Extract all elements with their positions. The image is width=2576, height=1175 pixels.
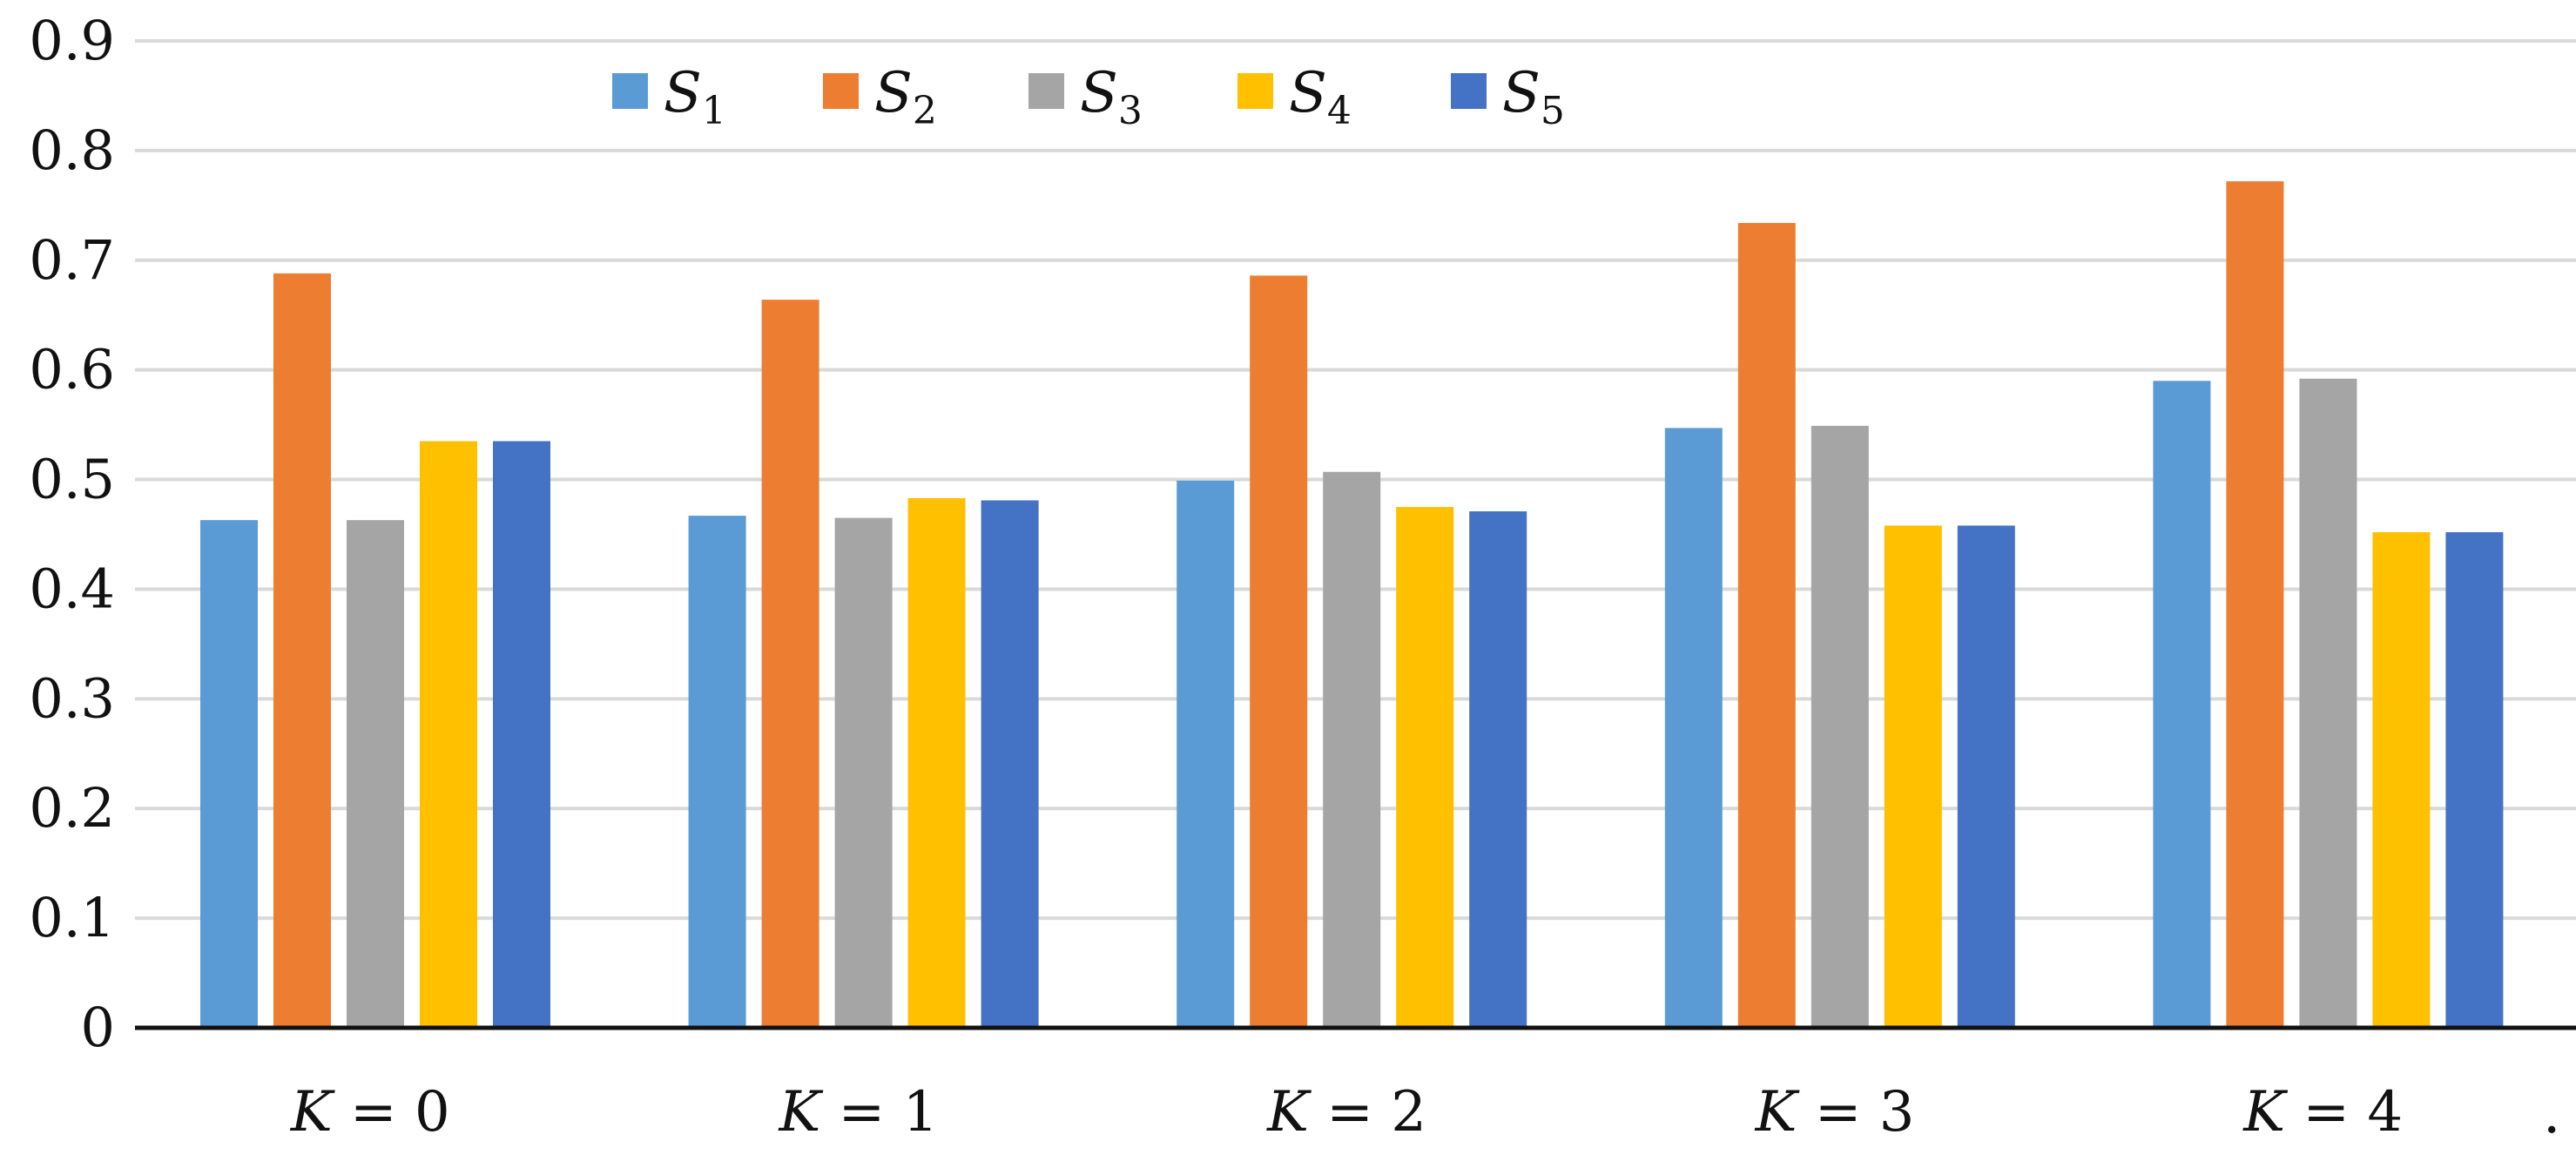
legend-series-name: S [1080, 61, 1118, 125]
y-tick-label: 0.6 [29, 338, 115, 402]
legend-label-s5: S5 [1502, 61, 1565, 133]
bars [200, 181, 2504, 1029]
category-equals: = [1309, 1080, 1391, 1145]
category-variable: K [778, 1080, 823, 1145]
y-tick-label: 0.7 [29, 228, 115, 292]
y-tick-labels: 0 0.1 0.2 0.3 0.4 0.5 0.6 0.7 0.8 0.9 [29, 9, 115, 1059]
bar-s4-k2 [1396, 507, 1454, 1028]
legend-swatch-s5 [1449, 71, 1488, 111]
bar-s4-k0 [420, 441, 477, 1028]
bar-s4-k4 [2372, 531, 2431, 1028]
bar-s3-k3 [1811, 425, 1869, 1028]
legend-label-s1: S1 [664, 61, 726, 133]
category-value: 2 [1391, 1080, 1426, 1145]
y-tick-label: 0 [81, 996, 115, 1059]
legend-swatch-s4 [1236, 71, 1275, 111]
y-tick-label: 0.8 [29, 118, 115, 182]
category-variable: K [290, 1080, 335, 1145]
y-tick-label: 0.3 [29, 666, 115, 730]
category-variable: K [2242, 1080, 2288, 1145]
category-equals: = [2285, 1080, 2367, 1145]
legend-series-subscript: 2 [913, 89, 937, 133]
category-label: K = 2 [1266, 1080, 1426, 1145]
bar-s1-k3 [1664, 428, 1723, 1028]
bar-s1-k2 [1177, 480, 1235, 1028]
trailing-period: . [2543, 1082, 2560, 1146]
legend-series-subscript: 4 [1327, 89, 1352, 133]
bar-s5-k3 [1957, 525, 2015, 1028]
category-label: K = 3 [1755, 1080, 1915, 1145]
y-tick-label: 0.5 [29, 448, 115, 511]
legend-swatch-s2 [821, 71, 860, 111]
category-value: 1 [903, 1080, 939, 1145]
category-value: 3 [1879, 1080, 1915, 1145]
category-equals: = [333, 1080, 415, 1145]
bar-s5-k4 [2445, 531, 2504, 1028]
category-label: K = 1 [778, 1080, 938, 1145]
bar-s1-k0 [200, 520, 258, 1028]
category-equals: = [820, 1080, 902, 1145]
legend-label-s3: S3 [1080, 61, 1143, 133]
category-label: K = 4 [2242, 1080, 2403, 1145]
bar-s5-k1 [981, 500, 1039, 1028]
legend-series-subscript: 3 [1118, 89, 1143, 133]
bar-s2-k2 [1250, 275, 1308, 1028]
legend-series-name: S [1289, 61, 1327, 125]
legend-label-s2: S2 [874, 61, 937, 133]
y-tick-label: 0.4 [29, 557, 115, 620]
category-equals: = [1797, 1080, 1878, 1145]
category-label: K = 0 [290, 1080, 450, 1145]
y-tick-label: 0.1 [29, 886, 115, 949]
legend-series-subscript: 1 [702, 89, 726, 133]
bar-s5-k0 [493, 441, 550, 1028]
legend-swatch-s1 [610, 71, 650, 111]
category-value: 4 [2367, 1080, 2403, 1145]
bar-s4-k1 [907, 497, 966, 1028]
legend-series-subscript: 5 [1541, 89, 1565, 133]
bar-s5-k2 [1469, 511, 1527, 1028]
bar-s4-k3 [1884, 525, 1942, 1028]
bar-s1-k1 [688, 516, 746, 1028]
y-tick-label: 0.2 [29, 776, 115, 840]
legend-series-name: S [1502, 61, 1541, 125]
bar-s2-k1 [761, 300, 819, 1028]
category-value: 0 [415, 1080, 450, 1145]
bar-s2-k4 [2226, 181, 2284, 1029]
bar-s3-k0 [347, 520, 404, 1028]
legend: S1 S2 S3 S4 S5 [610, 61, 1565, 133]
bar-s1-k4 [2153, 381, 2211, 1028]
y-tick-label: 0.9 [29, 9, 115, 72]
legend-series-name: S [874, 61, 913, 125]
category-variable: K [1755, 1080, 1800, 1145]
legend-label-s4: S4 [1289, 61, 1352, 133]
legend-series-name: S [664, 61, 702, 125]
bar-s3-k4 [2299, 378, 2357, 1028]
legend-swatch-s3 [1027, 71, 1066, 111]
bar-s3-k1 [834, 517, 893, 1028]
bar-s3-k2 [1323, 471, 1381, 1028]
bar-s2-k0 [273, 273, 331, 1029]
bar-s2-k3 [1737, 222, 1796, 1028]
category-variable: K [1266, 1080, 1312, 1145]
